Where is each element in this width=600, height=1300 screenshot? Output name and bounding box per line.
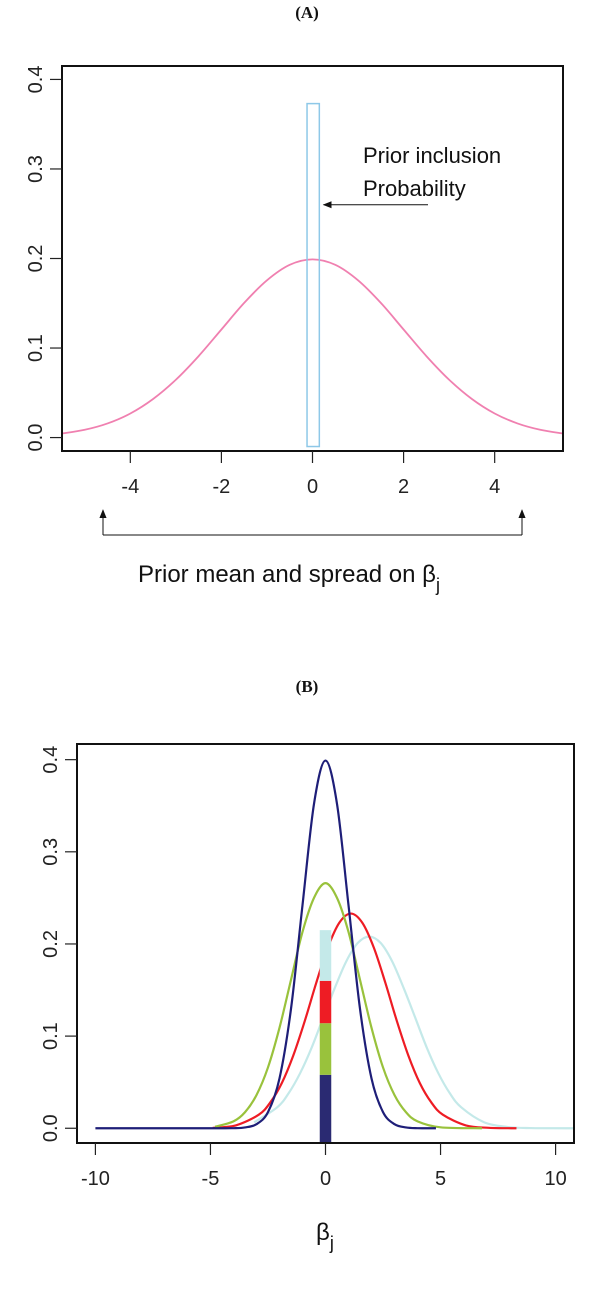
annotation-line2: Probability	[363, 176, 466, 201]
stacked-bar-segment-3	[319, 930, 332, 981]
panel-b-chart: -10 -5 0 5 10 0.0 0.1 0.2 0.3 0.4	[40, 743, 575, 1190]
series-line-0	[253, 935, 575, 1130]
series-line-2	[214, 882, 482, 1130]
xlabel-subscript: j	[435, 575, 440, 595]
stacked-bar-segment-0	[319, 1074, 332, 1143]
stacked-bar-segment-2	[319, 980, 332, 1024]
series-line-3	[95, 759, 436, 1130]
panel-a-xlabel: Prior mean and spread on βj	[138, 561, 440, 595]
x-tick-label: 2	[398, 476, 409, 498]
x-tick-label: -4	[121, 476, 139, 498]
x-tick-label: 5	[435, 1168, 446, 1190]
y-tick-label: 0.0	[40, 1114, 62, 1142]
panel-b-title: (B)	[296, 677, 319, 696]
y-tick-label: 0.4	[25, 66, 47, 94]
xlabel-text: Prior mean and spread on β	[138, 561, 436, 588]
stacked-bar-segment-1	[319, 1023, 332, 1075]
y-tick-label: 0.0	[25, 424, 47, 452]
annotation-line1: Prior inclusion	[363, 143, 501, 168]
x-tick-label: -10	[81, 1168, 110, 1190]
panel-a-title: (A)	[295, 3, 319, 22]
xlabel-text: β	[316, 1219, 330, 1246]
y-tick-label: 0.2	[25, 245, 47, 273]
x-tick-label: 10	[544, 1168, 566, 1190]
panel-a-chart: -4 -2 0 2 4 0.0 0.1 0.2 0.3 0.4	[25, 65, 564, 536]
inclusion-probability-bar	[306, 102, 321, 448]
y-tick-label: 0.1	[25, 334, 47, 362]
y-tick-label: 0.1	[40, 1022, 62, 1050]
y-tick-label: 0.4	[40, 746, 62, 774]
series-line-0	[61, 258, 564, 435]
series-line-1	[212, 912, 517, 1130]
x-tick-label: 0	[307, 476, 318, 498]
x-tick-label: 0	[320, 1168, 331, 1190]
y-tick-label: 0.2	[40, 930, 62, 958]
x-tick-label: -5	[202, 1168, 220, 1190]
x-tick-label: -2	[213, 476, 231, 498]
panel-b-xlabel: βj	[316, 1219, 334, 1253]
y-tick-label: 0.3	[40, 838, 62, 866]
x-tick-label: 4	[489, 476, 500, 498]
y-tick-label: 0.3	[25, 155, 47, 183]
xlabel-subscript: j	[329, 1233, 334, 1253]
